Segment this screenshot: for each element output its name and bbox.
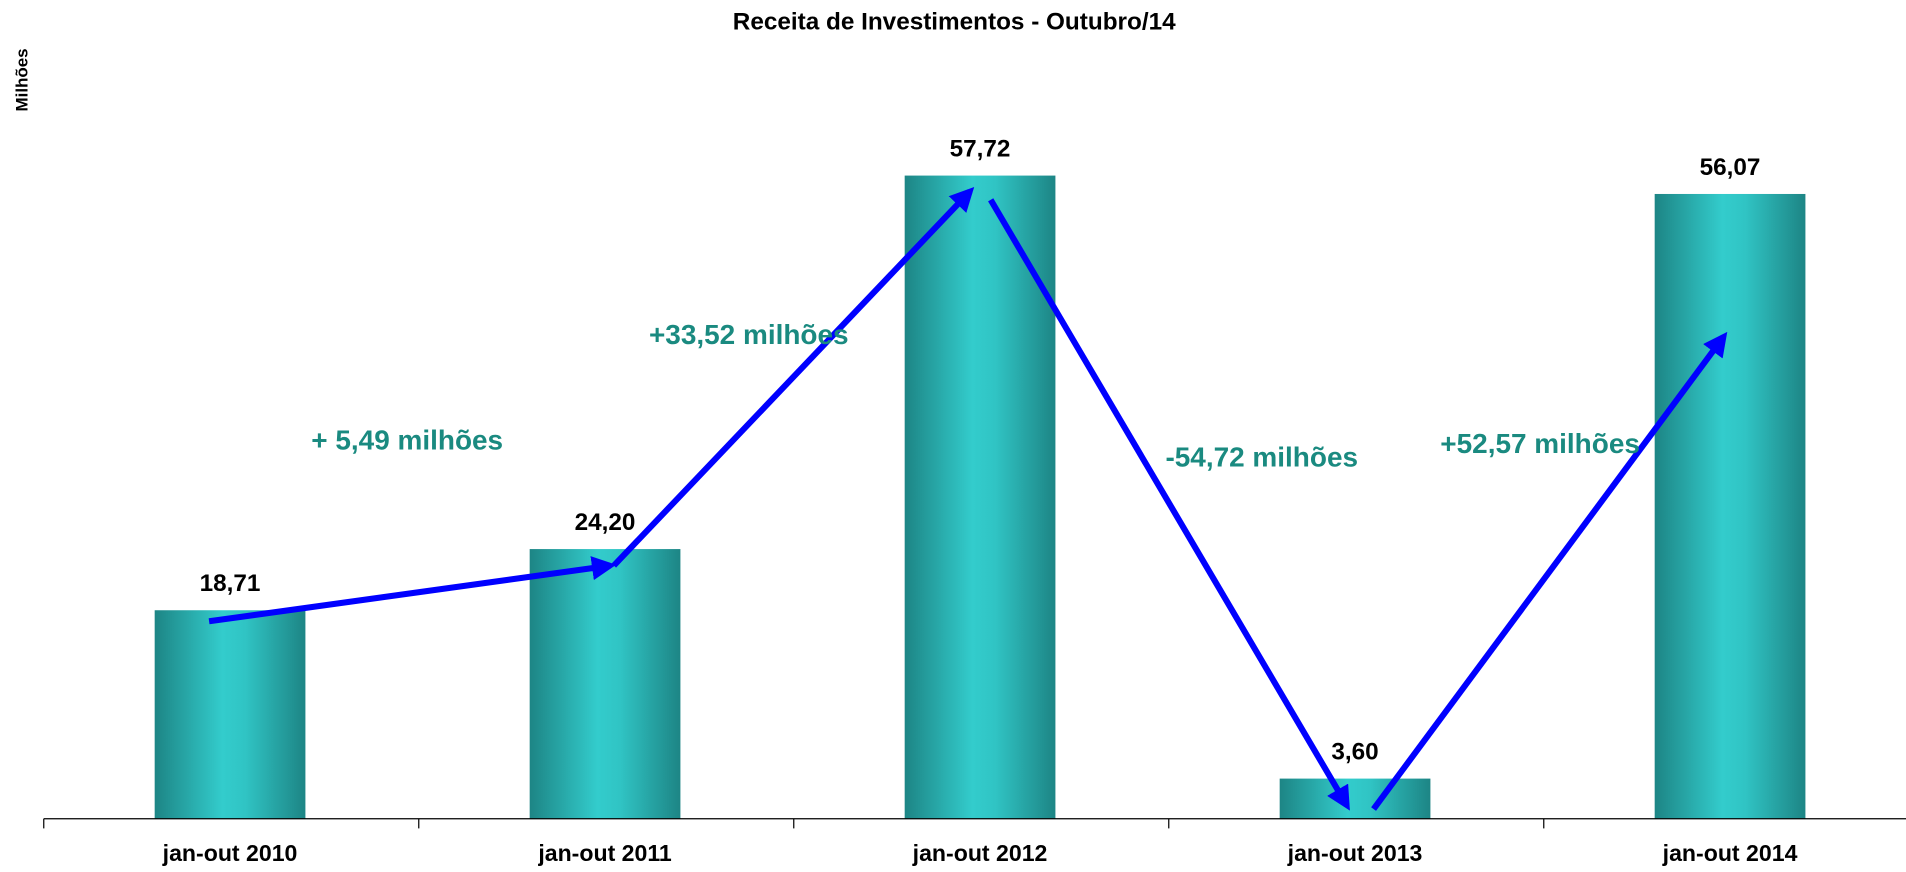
arrows bbox=[208, 186, 1728, 811]
bar bbox=[904, 175, 1056, 819]
x-tick-label: jan-out 2010 bbox=[162, 840, 298, 866]
x-tick-label: jan-out 2012 bbox=[912, 840, 1048, 866]
bar bbox=[529, 549, 681, 819]
annotation: +33,52 milhões bbox=[649, 319, 849, 350]
bar bbox=[1654, 193, 1806, 819]
value-label: 57,72 bbox=[950, 136, 1011, 163]
annotation: + 5,49 milhões bbox=[311, 424, 503, 455]
arrow bbox=[1371, 331, 1728, 811]
bar bbox=[1279, 778, 1431, 819]
value-label: 56,07 bbox=[1700, 154, 1761, 181]
x-tick-label: jan-out 2011 bbox=[537, 840, 672, 866]
x-tick-label: jan-out 2013 bbox=[1287, 840, 1423, 866]
value-label: 18,71 bbox=[200, 570, 261, 597]
bar bbox=[154, 610, 306, 819]
chart-title: Receita de Investimentos - Outubro/14 bbox=[733, 8, 1176, 35]
arrow bbox=[208, 556, 617, 625]
arrow bbox=[988, 198, 1350, 811]
value-label: 24,20 bbox=[575, 509, 636, 536]
x-tick-label: jan-out 2014 bbox=[1662, 840, 1798, 866]
annotation: +52,57 milhões bbox=[1440, 428, 1640, 459]
value-label: 3,60 bbox=[1331, 739, 1378, 766]
arrow bbox=[611, 186, 975, 568]
bars bbox=[154, 175, 1806, 819]
annotation: -54,72 milhões bbox=[1165, 441, 1358, 472]
y-axis-label: Milhões bbox=[13, 48, 32, 111]
